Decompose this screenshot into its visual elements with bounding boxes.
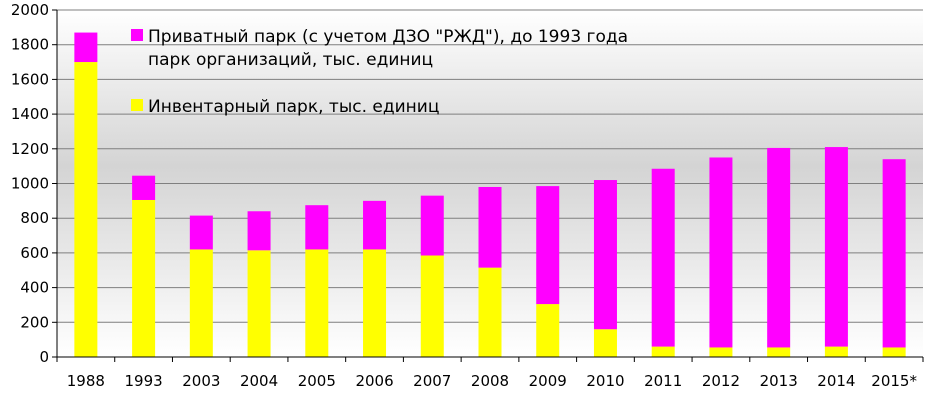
x-tick-label: 2014 — [817, 372, 855, 390]
bar-inventory-2011 — [651, 346, 675, 357]
x-tick-label: 2011 — [644, 372, 682, 390]
x-tick-label: 2004 — [240, 372, 278, 390]
bar-private-2009 — [536, 186, 560, 305]
y-tick-label: 0 — [39, 348, 49, 366]
x-tick-label: 2013 — [760, 372, 798, 390]
y-tick-label: 1600 — [11, 70, 49, 88]
bar-inventory-2007 — [420, 255, 444, 357]
bar-private-2006 — [363, 200, 387, 250]
bar-private-2007 — [420, 195, 444, 256]
y-tick-label: 800 — [20, 209, 49, 227]
bar-private-2012 — [709, 157, 733, 348]
x-tick-label: 2003 — [182, 372, 220, 390]
y-tick-labels: 0 200 400 600 800 1000 1200 1400 1600 1800 2000 — [11, 1, 57, 366]
y-tick-label: 1000 — [11, 175, 49, 193]
x-tick-label: 2009 — [529, 372, 567, 390]
bar-private-2015* — [882, 159, 906, 348]
legend: Приватный парк (с учетом ДЗО "РЖД"), до … — [131, 27, 628, 117]
y-tick-label: 2000 — [11, 1, 49, 19]
bar-private-2013 — [767, 147, 791, 348]
bar-inventory-1993 — [132, 199, 156, 357]
x-tick-label: 2005 — [298, 372, 336, 390]
bar-inventory-2013 — [767, 347, 791, 357]
bar-inventory-2010 — [593, 329, 617, 357]
legend-label-inventory: Инвентарный парк, тыс. единиц — [148, 97, 439, 117]
bar-inventory-2012 — [709, 347, 733, 357]
bar-inventory-1988 — [74, 62, 98, 358]
bars — [74, 32, 906, 358]
bar-inventory-2014 — [824, 346, 848, 357]
x-tick-label: 2008 — [471, 372, 509, 390]
legend-swatch-private — [131, 29, 143, 41]
legend-label-private-line2: парк организаций, тыс. единиц — [148, 50, 433, 70]
bar-inventory-2008 — [478, 267, 502, 357]
x-tick-label: 2015* — [871, 372, 917, 390]
bar-inventory-2015* — [882, 347, 906, 357]
bar-private-2010 — [593, 180, 617, 330]
bar-private-2014 — [824, 147, 848, 347]
x-tick-label: 2006 — [355, 372, 393, 390]
legend-swatch-inventory — [131, 99, 143, 111]
x-tick-label: 1993 — [125, 372, 163, 390]
bar-private-1993 — [132, 175, 156, 200]
x-tick-label: 2010 — [586, 372, 624, 390]
bar-inventory-2006 — [363, 249, 387, 357]
bar-private-2008 — [478, 186, 502, 268]
bar-private-2011 — [651, 168, 675, 347]
bar-private-1988 — [74, 32, 98, 63]
y-tick-label: 200 — [20, 313, 49, 331]
x-tick-labels: 1988 1993 2003 2004 2005 2006 2007 2008 2009 2010… — [56, 357, 924, 390]
bar-inventory-2004 — [247, 250, 271, 357]
x-tick-label: 2012 — [702, 372, 740, 390]
bar-inventory-2005 — [305, 249, 329, 357]
bar-inventory-2009 — [536, 304, 560, 357]
y-tick-label: 600 — [20, 244, 49, 262]
y-tick-label: 1200 — [11, 140, 49, 158]
bar-inventory-2003 — [189, 249, 213, 357]
y-tick-label: 400 — [20, 279, 49, 297]
bar-private-2005 — [305, 205, 329, 250]
legend-label-private-line1: Приватный парк (с учетом ДЗО "РЖД"), до … — [148, 27, 628, 47]
x-tick-label: 1988 — [67, 372, 105, 390]
bar-private-2004 — [247, 211, 271, 251]
x-tick-label: 2007 — [413, 372, 451, 390]
y-tick-label: 1400 — [11, 105, 49, 123]
bar-private-2003 — [189, 215, 213, 250]
y-tick-label: 1800 — [11, 36, 49, 54]
